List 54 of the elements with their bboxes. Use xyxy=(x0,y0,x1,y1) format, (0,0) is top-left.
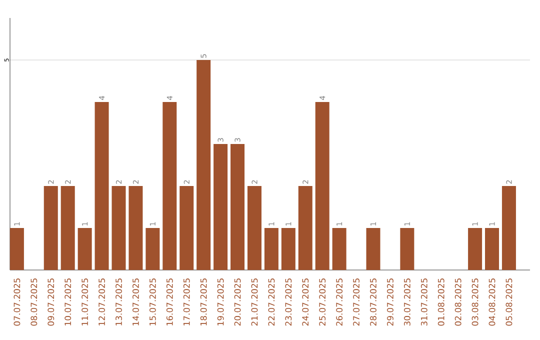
x-tick-label: 07.07.2025 xyxy=(14,278,20,326)
bar xyxy=(10,228,24,270)
bar xyxy=(60,186,75,270)
bar xyxy=(94,102,109,270)
x-tick-label: 11.07.2025 xyxy=(82,278,88,326)
x-tick-label: 03.08.2025 xyxy=(472,278,478,326)
x-tick-label: 01.08.2025 xyxy=(438,278,444,326)
x-tick-label: 10.07.2025 xyxy=(64,278,72,326)
bar xyxy=(230,144,245,270)
x-tick-label: 14.07.2025 xyxy=(132,278,139,326)
x-tick-label: 21.07.2025 xyxy=(251,278,258,326)
bar xyxy=(146,228,160,270)
bar xyxy=(315,102,330,270)
bar xyxy=(112,186,126,270)
x-tick-label: 22.07.2025 xyxy=(268,278,275,326)
x-tick-label: 12.07.2025 xyxy=(98,278,105,326)
x-tick-label: 31.07.2025 xyxy=(420,278,428,326)
x-tick-label: 08.07.2025 xyxy=(30,278,38,326)
x-tick-label: 09.07.2025 xyxy=(48,278,54,326)
x-tick-label: 27.07.2025 xyxy=(353,278,360,326)
x-tick-label: 26.07.2025 xyxy=(336,278,343,326)
bar xyxy=(332,228,346,270)
x-tick-label: 17.07.2025 xyxy=(183,278,190,326)
x-tick-label: 24.07.2025 xyxy=(302,278,309,326)
bar xyxy=(247,186,262,270)
bar xyxy=(468,228,482,270)
x-tick-label: 02.08.2025 xyxy=(454,278,462,326)
bar xyxy=(281,228,296,270)
bar xyxy=(264,228,278,270)
x-tick-label: 23.07.2025 xyxy=(285,278,292,326)
bar xyxy=(78,228,92,270)
x-tick-label: 28.07.2025 xyxy=(370,278,376,326)
bar xyxy=(485,228,500,270)
bar xyxy=(298,186,312,270)
x-tick-label: 04.08.2025 xyxy=(488,278,496,326)
bar xyxy=(128,186,143,270)
bar xyxy=(400,228,414,270)
bar xyxy=(162,102,177,270)
bar xyxy=(502,186,516,270)
x-tick-label: 05.08.2025 xyxy=(506,278,512,326)
x-tick-label: 19.07.2025 xyxy=(217,278,224,326)
bar xyxy=(180,186,194,270)
x-tick-label: 25.07.2025 xyxy=(319,278,326,326)
bar xyxy=(214,144,228,270)
x-tick-label: 29.07.2025 xyxy=(387,278,394,326)
x-tick-label: 18.07.2025 xyxy=(200,278,207,326)
x-tick-label: 30.07.2025 xyxy=(404,278,410,326)
bar xyxy=(366,228,380,270)
bar xyxy=(196,60,211,270)
bar xyxy=(44,186,58,270)
x-tick-label: 20.07.2025 xyxy=(234,278,241,326)
x-tick-label: 15.07.2025 xyxy=(149,278,156,326)
x-tick-label: 16.07.2025 xyxy=(166,278,173,326)
x-tick-label: 13.07.2025 xyxy=(116,278,122,326)
